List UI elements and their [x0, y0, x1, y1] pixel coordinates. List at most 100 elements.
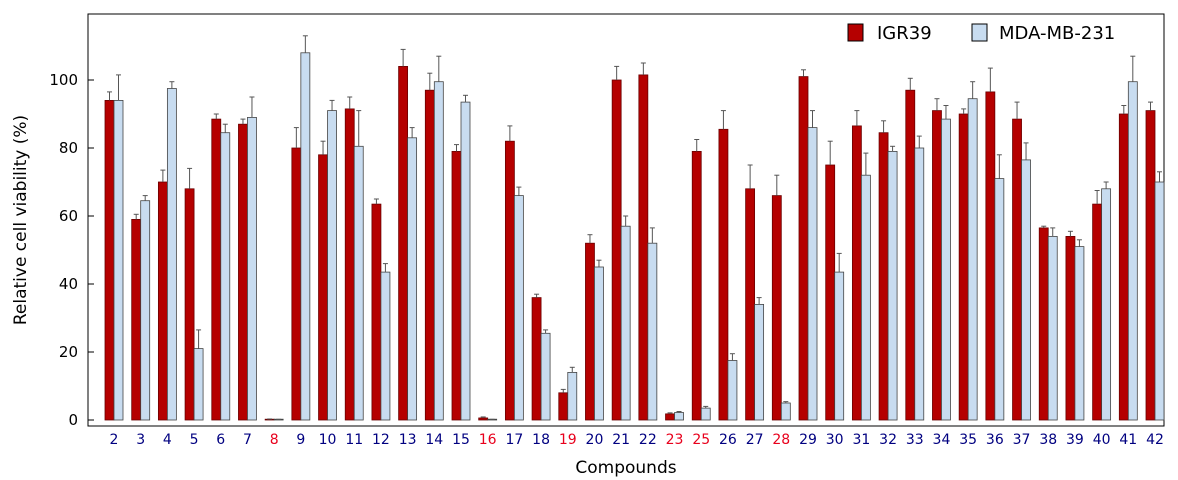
x-tick-label-42: 42: [1146, 432, 1164, 448]
x-tick-label-25: 25: [692, 432, 710, 448]
bar-igr39-14: [424, 89, 435, 421]
bar-igr39-29: [798, 76, 809, 421]
x-tick-label-30: 30: [826, 432, 844, 448]
x-tick-label-19: 19: [559, 432, 577, 448]
x-axis-tick-labels: 2 3 4 5 6 7 8 9 10 11 12 13 14 15 16 17 18 19 20 21 22 23 25 26…: [110, 432, 1164, 448]
x-tick-label-3: 3: [136, 432, 145, 448]
bar-mda-mb-231-31: [860, 174, 871, 421]
x-tick-label-35: 35: [959, 432, 977, 448]
bar-igr39-18: [531, 297, 542, 421]
bar-mda-mb-231-36: [994, 178, 1005, 421]
x-tick-label-16: 16: [479, 432, 497, 448]
x-tick-label-18: 18: [532, 432, 550, 448]
x-tick-label-31: 31: [852, 432, 870, 448]
bar-mda-mb-231-30: [834, 271, 845, 421]
bar-mda-mb-231-34: [941, 118, 951, 421]
x-tick-label-4: 4: [163, 432, 172, 448]
bar-igr39-35: [958, 113, 969, 421]
x-tick-label-36: 36: [986, 432, 1004, 448]
x-tick-label-34: 34: [933, 432, 951, 448]
bar-igr39-32: [878, 132, 889, 421]
legend-swatch-igr39: [847, 23, 864, 42]
x-tick-label-21: 21: [612, 432, 630, 448]
bar-mda-mb-231-26: [727, 360, 738, 421]
x-tick-label-12: 12: [372, 432, 390, 448]
bar-igr39-22: [638, 74, 649, 421]
bar-mda-mb-231-42: [1154, 181, 1165, 421]
x-tick-label-15: 15: [452, 432, 470, 448]
bar-mda-mb-231-6: [220, 132, 231, 421]
x-axis-title: Compounds: [575, 458, 676, 478]
bar-igr39-2: [104, 100, 115, 421]
legend: IGR39 MDA-MB-231: [847, 23, 1115, 44]
bar-mda-mb-231-28: [780, 402, 791, 421]
bar-igr39-6: [211, 118, 222, 421]
x-tick-label-32: 32: [879, 432, 897, 448]
bar-mda-mb-231-2: [113, 100, 124, 421]
bar-igr39-4: [157, 181, 168, 421]
x-tick-label-37: 37: [1013, 432, 1031, 448]
y-tick-label: 100: [49, 71, 78, 89]
x-tick-label-23: 23: [666, 432, 684, 448]
bar-igr39-38: [1038, 227, 1049, 421]
bar-series: [104, 35, 1165, 421]
bar-mda-mb-231-12: [380, 271, 391, 421]
bar-igr39-19: [558, 392, 569, 421]
bar-igr39-21: [611, 79, 622, 421]
x-tick-label-38: 38: [1039, 432, 1057, 448]
bar-igr39-15: [451, 150, 462, 421]
bar-igr39-27: [745, 188, 756, 421]
bar-igr39-31: [851, 125, 862, 421]
y-axis: 0 20 40 60 80 100: [49, 71, 94, 429]
bar-mda-mb-231-37: [1021, 159, 1031, 421]
x-tick-label-40: 40: [1093, 432, 1111, 448]
bar-mda-mb-231-29: [807, 127, 818, 421]
y-tick-label: 60: [59, 207, 78, 225]
bar-igr39-20: [585, 242, 595, 421]
x-tick-label-33: 33: [906, 432, 924, 448]
bar-mda-mb-231-15: [460, 101, 471, 421]
x-tick-label-10: 10: [319, 432, 337, 448]
bar-igr39-9: [291, 147, 302, 421]
bar-igr39-23: [665, 413, 675, 421]
bar-mda-mb-231-20: [594, 266, 604, 421]
bar-mda-mb-231-27: [754, 303, 765, 421]
bar-igr39-11: [344, 108, 355, 421]
bar-mda-mb-231-14: [433, 81, 444, 421]
bar-mda-mb-231-13: [407, 137, 418, 421]
x-tick-label-7: 7: [243, 432, 252, 448]
bar-igr39-39: [1065, 235, 1076, 421]
bar-mda-mb-231-22: [647, 242, 658, 421]
x-tick-label-22: 22: [639, 432, 657, 448]
bar-igr39-5: [184, 188, 195, 421]
bar-igr39-13: [398, 66, 409, 421]
bar-igr39-33: [905, 89, 916, 421]
bar-mda-mb-231-33: [914, 147, 925, 421]
bar-igr39-28: [771, 195, 782, 421]
bar-mda-mb-231-17: [513, 195, 524, 421]
x-tick-label-14: 14: [425, 432, 443, 448]
x-tick-label-39: 39: [1066, 432, 1084, 448]
x-tick-label-29: 29: [799, 432, 817, 448]
bar-mda-mb-231-35: [967, 98, 978, 421]
x-tick-label-20: 20: [586, 432, 604, 448]
bar-igr39-3: [131, 218, 142, 421]
bar-igr39-30: [825, 164, 836, 421]
bar-mda-mb-231-32: [887, 150, 898, 421]
x-tick-label-5: 5: [190, 432, 199, 448]
bar-igr39-7: [238, 123, 248, 421]
bar-mda-mb-231-21: [620, 225, 631, 421]
y-tick-label: 80: [59, 139, 78, 157]
bar-igr39-16: [478, 417, 489, 421]
legend-label-mda-mb-231: MDA-MB-231: [999, 23, 1115, 44]
bar-mda-mb-231-25: [700, 407, 711, 421]
bar-mda-mb-231-38: [1047, 235, 1058, 421]
bar-mda-mb-231-11: [353, 145, 364, 421]
legend-label-igr39: IGR39: [877, 23, 932, 44]
x-tick-label-27: 27: [746, 432, 764, 448]
y-tick-label: 0: [68, 411, 78, 429]
x-tick-label-11: 11: [345, 432, 363, 448]
bar-igr39-34: [932, 110, 942, 421]
bar-igr39-17: [504, 140, 515, 421]
bar-mda-mb-231-40: [1101, 188, 1112, 421]
